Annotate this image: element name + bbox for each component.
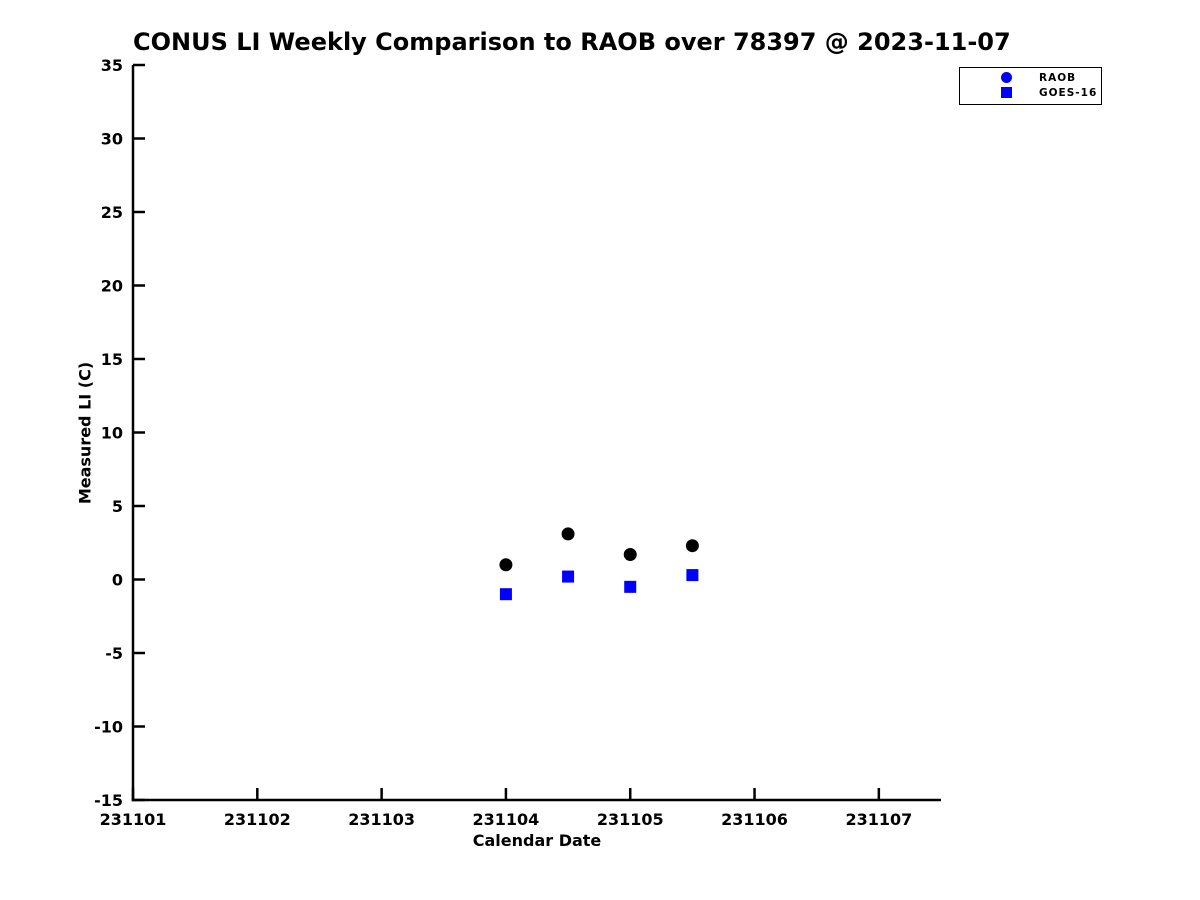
x-tick-label: 231107 [845,810,912,829]
y-tick-label: 25 [101,203,123,222]
x-tick-label: 231103 [348,810,415,829]
square-marker-icon [1001,87,1012,98]
chart-title: CONUS LI Weekly Comparison to RAOB over … [133,28,1011,56]
goes-16-marker [499,588,512,601]
legend-label-goes-16: GOES-16 [1039,86,1098,99]
goes-16-marker [562,570,575,583]
y-tick-label: 10 [101,424,123,443]
raob-marker [623,548,637,562]
legend-item-goes-16: GOES-16 [960,85,1101,100]
circle-marker-icon [1001,72,1012,83]
x-tick-label: 231102 [224,810,291,829]
y-axis-label: Measured LI (C) [75,361,95,505]
y-tick-label: 0 [112,571,123,590]
y-tick-label: -10 [94,718,123,737]
x-tick-label: 231106 [721,810,788,829]
x-axis-label: Calendar Date [472,831,602,850]
y-tick-label: -5 [105,644,123,663]
x-tick-label: 231101 [100,810,167,829]
y-tick-label: 15 [101,350,123,369]
y-tick-label: 35 [101,56,123,75]
x-tick-label: 231105 [597,810,664,829]
y-tick-label: 30 [101,130,123,149]
raob-marker [561,527,575,541]
y-tick-label: 5 [112,497,123,516]
raob-marker [499,558,513,572]
legend-label-raob: RAOB [1039,71,1077,84]
y-tick-label: -15 [94,791,123,810]
legend-item-raob: RAOB [960,70,1101,85]
y-tick-label: 20 [101,277,123,296]
raob-marker [685,539,699,553]
goes-16-marker [624,580,637,593]
legend: RAOB GOES-16 [959,67,1102,105]
x-tick-label: 231104 [473,810,540,829]
goes-16-marker [686,569,699,582]
